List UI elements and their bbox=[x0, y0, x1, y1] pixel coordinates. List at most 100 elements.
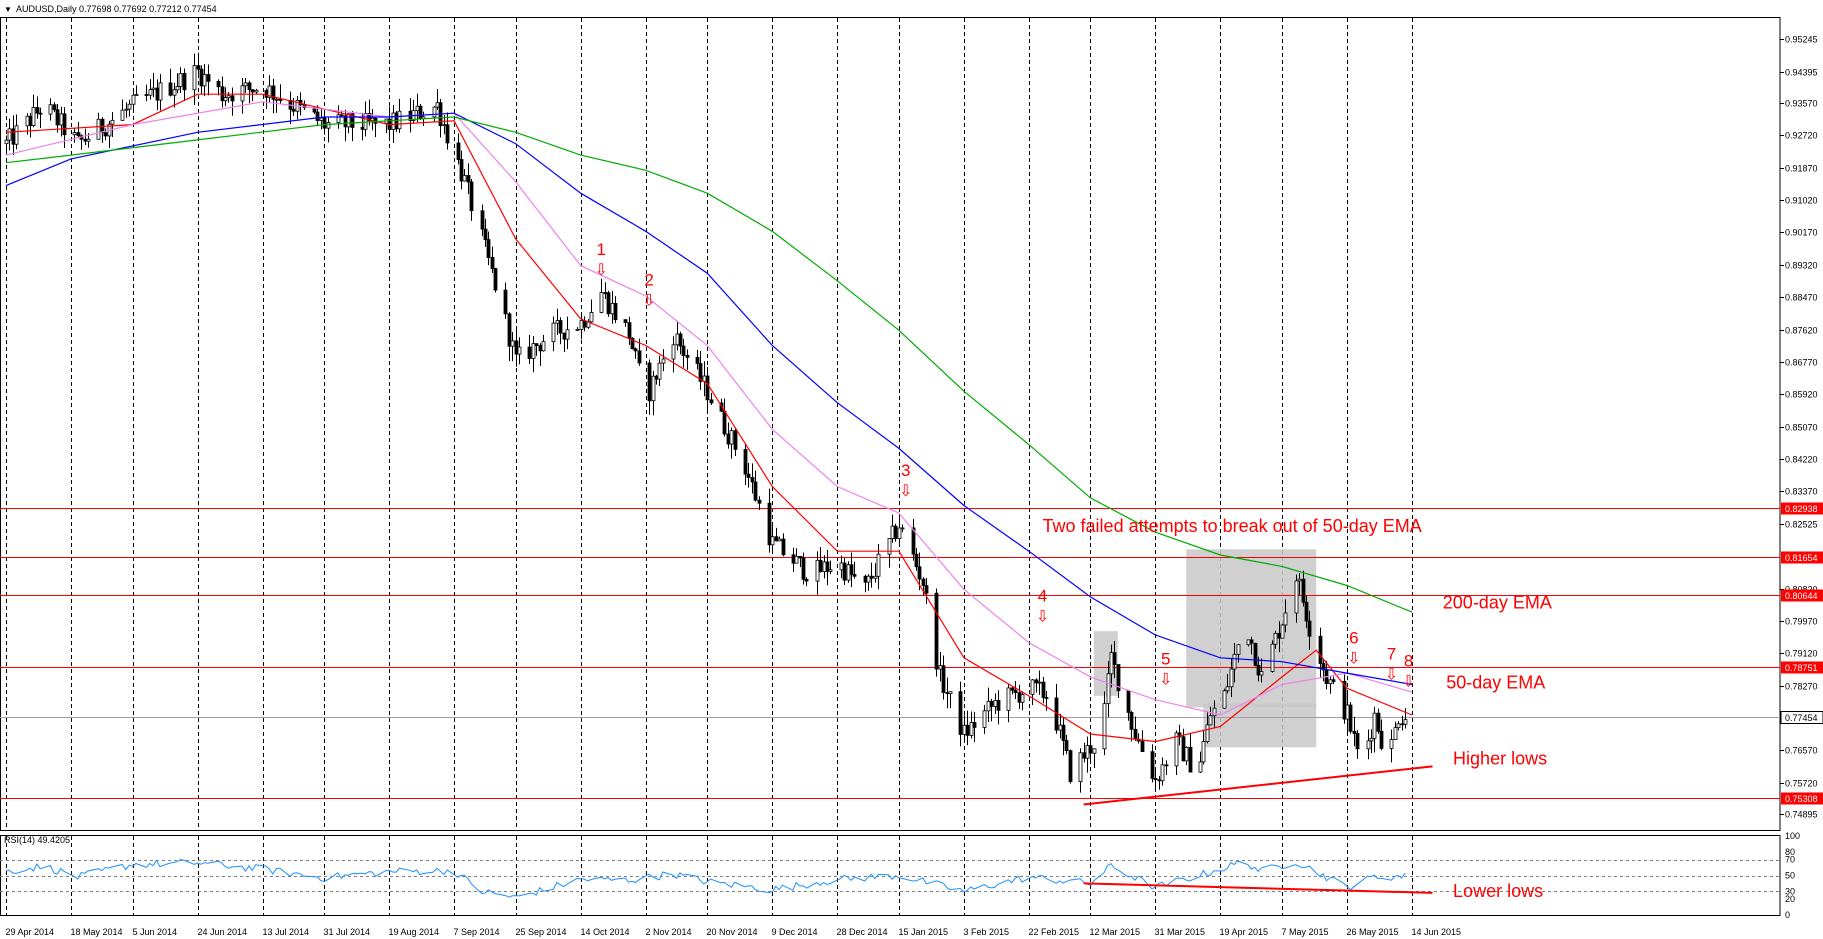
candle-body bbox=[582, 320, 587, 328]
candle-body bbox=[1205, 724, 1210, 743]
candle-body bbox=[243, 82, 248, 87]
candle-body bbox=[1020, 694, 1025, 703]
candle-body bbox=[168, 82, 173, 96]
candle-body bbox=[1396, 723, 1401, 729]
x-tick-label: 12 Mar 2015 bbox=[1090, 927, 1141, 937]
candle-body bbox=[247, 82, 252, 90]
candle-body bbox=[435, 102, 440, 108]
candle-body bbox=[1030, 679, 1035, 695]
candle-body bbox=[319, 117, 324, 121]
x-tick-label: 13 Jul 2014 bbox=[263, 927, 310, 937]
level-price-badge bbox=[1781, 661, 1823, 674]
y-tick-label: 0.85920 bbox=[1785, 390, 1818, 400]
candle-body bbox=[538, 345, 543, 352]
candle-body bbox=[1088, 745, 1093, 754]
candle-body bbox=[418, 105, 423, 120]
candle-body bbox=[1160, 764, 1165, 782]
candle-body bbox=[828, 569, 833, 572]
candle-body bbox=[31, 107, 36, 126]
x-tick-label: 15 Jan 2015 bbox=[899, 927, 949, 937]
candle-body bbox=[685, 355, 690, 358]
candle-body bbox=[462, 175, 467, 182]
symbol-info-label: AUDUSD,Daily 0.77698 0.77692 0.77212 0.7… bbox=[16, 4, 217, 14]
candle-body bbox=[192, 65, 197, 91]
y-tick-label: 0.82525 bbox=[1785, 520, 1818, 530]
x-tick-label: 29 Apr 2014 bbox=[6, 927, 55, 937]
x-tick-label: 5 Jun 2014 bbox=[133, 927, 178, 937]
x-tick-label: 14 Jun 2015 bbox=[1412, 927, 1462, 937]
x-tick-label: 7 May 2015 bbox=[1282, 927, 1329, 937]
rsi-y-tick-label: 100 bbox=[1785, 831, 1800, 841]
price-panel-frame bbox=[0, 17, 1781, 831]
candle-body bbox=[1369, 737, 1374, 742]
candle-body bbox=[863, 575, 868, 583]
candle-body bbox=[1013, 689, 1018, 693]
y-tick-label: 0.79120 bbox=[1785, 649, 1818, 659]
lower-lows-trendline[interactable] bbox=[1083, 882, 1433, 894]
candle-body bbox=[934, 592, 939, 670]
higher-lows-trendline[interactable] bbox=[1083, 765, 1433, 806]
candle-body bbox=[459, 159, 464, 182]
candle-body bbox=[705, 375, 710, 401]
candle-body bbox=[1068, 750, 1073, 783]
candle-body bbox=[1229, 668, 1234, 688]
candle-body bbox=[503, 289, 508, 315]
candle-body bbox=[794, 555, 799, 564]
candle-body bbox=[726, 433, 731, 445]
candle-body bbox=[442, 124, 447, 127]
candle-body bbox=[866, 575, 871, 583]
consolidation-box bbox=[1186, 549, 1317, 708]
candle-body bbox=[226, 95, 231, 99]
candle-body bbox=[202, 74, 207, 87]
candle-body bbox=[507, 313, 512, 347]
candle-body bbox=[1256, 665, 1261, 676]
level-price-badge bbox=[1781, 502, 1823, 515]
candle-body bbox=[155, 87, 160, 101]
candle-body bbox=[558, 320, 563, 334]
candle-body bbox=[103, 132, 108, 137]
candle-body bbox=[1253, 642, 1258, 666]
candle-body bbox=[72, 132, 77, 136]
candle-body bbox=[391, 112, 396, 130]
candle-body bbox=[610, 303, 615, 315]
annotation-number: 8 bbox=[1404, 651, 1413, 670]
rsi-y-tick-label: 70 bbox=[1785, 855, 1795, 865]
candle-body bbox=[839, 562, 844, 571]
rsi-y-tick-label: 20 bbox=[1785, 894, 1795, 904]
candle-body bbox=[1198, 761, 1203, 773]
candle-body bbox=[339, 114, 344, 117]
candle-body bbox=[1307, 620, 1312, 637]
candle-body bbox=[1140, 740, 1145, 752]
candle-body bbox=[986, 700, 991, 712]
candle-body bbox=[1153, 778, 1158, 781]
annotations: 1 ⇩ 2 ⇩ 3 ⇩ 4 ⇩ 5 ⇩ 6 ⇩ 7 ⇩ 8 ⇩ Two failed attempts to b… bbox=[595, 240, 1552, 806]
candle-body bbox=[709, 399, 714, 404]
candle-body bbox=[1236, 644, 1241, 655]
candle-body bbox=[733, 430, 738, 450]
level-price-label: 0.78751 bbox=[1785, 663, 1818, 673]
candle-body bbox=[274, 98, 279, 101]
candle-body bbox=[517, 346, 522, 355]
candle-body bbox=[651, 375, 656, 402]
candle-body bbox=[801, 557, 806, 580]
candle-body bbox=[267, 85, 272, 98]
candle-body bbox=[822, 561, 827, 573]
annotation-number: 7 bbox=[1387, 644, 1396, 663]
current-price-label: 0.77454 bbox=[1785, 713, 1818, 723]
candle-body bbox=[1393, 727, 1398, 740]
candle-body bbox=[982, 710, 987, 728]
candle-body bbox=[770, 536, 775, 546]
candle-body bbox=[791, 554, 796, 564]
candle-body bbox=[757, 499, 762, 504]
candle-body bbox=[1372, 712, 1377, 739]
candle-body bbox=[1174, 732, 1179, 767]
candle-body bbox=[945, 692, 950, 695]
y-tick-label: 0.90170 bbox=[1785, 228, 1818, 238]
candle-body bbox=[996, 700, 1001, 711]
candle-body bbox=[291, 108, 296, 112]
candle-body bbox=[278, 98, 283, 101]
annotation-text: Two failed attempts to break out of 50-d… bbox=[1043, 516, 1422, 536]
candle-body bbox=[887, 538, 892, 555]
dropdown-icon[interactable]: ▼ bbox=[4, 5, 12, 14]
